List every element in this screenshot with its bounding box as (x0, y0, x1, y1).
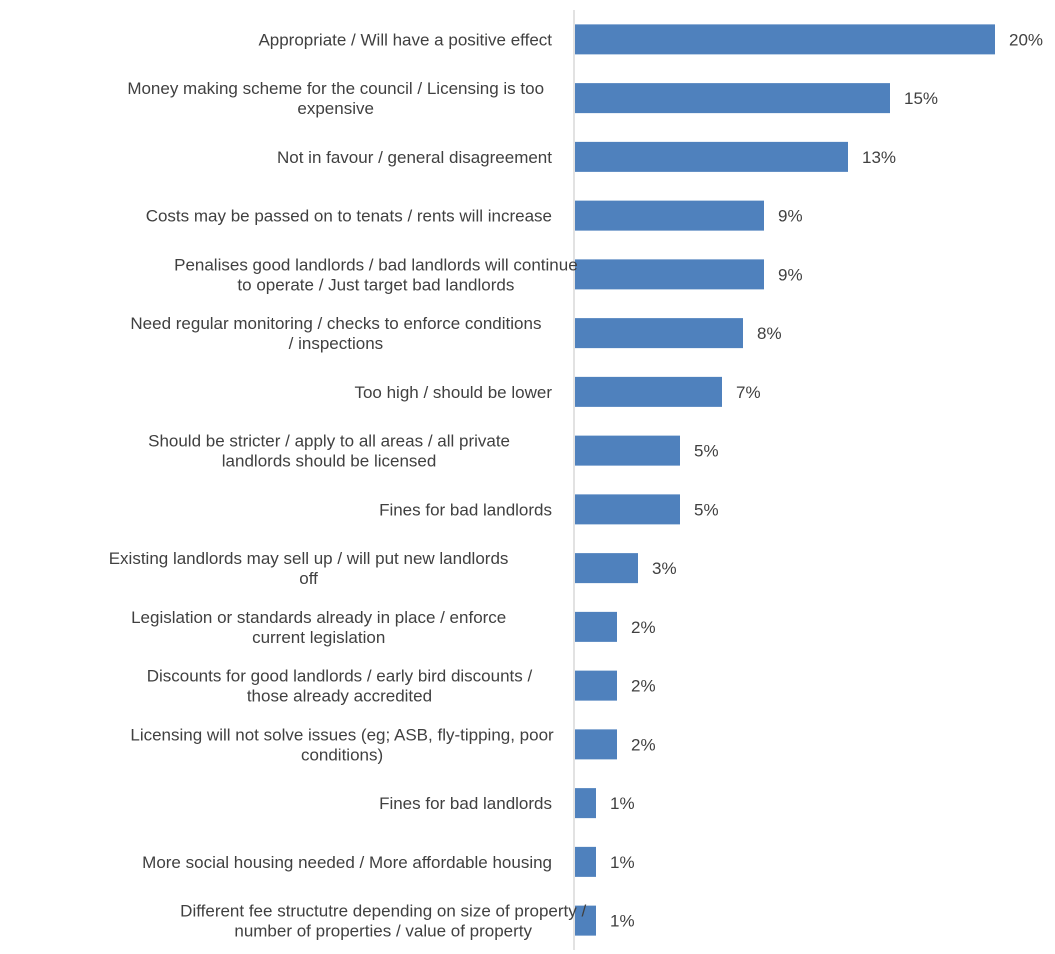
category-label: Should be stricter / apply to all areas … (148, 432, 510, 471)
category-label: Fines for bad landlords (379, 500, 552, 519)
value-label: 15% (904, 89, 938, 108)
value-label: 1% (610, 912, 635, 931)
category-label-line: those already accredited (247, 687, 432, 706)
category-label: Appropriate / Will have a positive effec… (258, 30, 552, 49)
bar (575, 553, 638, 584)
category-label: Money making scheme for the council / Li… (127, 79, 544, 118)
category-label-line: Fines for bad landlords (379, 500, 552, 519)
category-label-line: Need regular monitoring / checks to enfo… (130, 314, 541, 333)
bars-group (575, 24, 995, 936)
value-label: 7% (736, 383, 761, 402)
category-label-line: landlords should be licensed (222, 452, 437, 471)
value-label: 13% (862, 148, 896, 167)
category-label-line: off (299, 569, 318, 588)
bar (575, 846, 596, 877)
bar (575, 83, 890, 114)
category-label: Legislation or standards already in plac… (131, 608, 506, 647)
value-label: 2% (631, 618, 656, 637)
value-label: 8% (757, 324, 782, 343)
category-label: More social housing needed / More afford… (142, 853, 552, 872)
value-label: 1% (610, 794, 635, 813)
category-label: Need regular monitoring / checks to enfo… (130, 314, 541, 353)
category-label: Costs may be passed on to tenats / rents… (146, 207, 552, 226)
category-label-line: Not in favour / general disagreement (277, 148, 552, 167)
category-label-line: Legislation or standards already in plac… (131, 608, 506, 627)
category-label-line: to operate / Just target bad landlords (237, 275, 514, 294)
category-label-line: Discounts for good landlords / early bir… (147, 667, 533, 686)
bar (575, 729, 617, 760)
bar (575, 788, 596, 819)
bar (575, 611, 617, 642)
category-label-line: More social housing needed / More afford… (142, 853, 552, 872)
category-label-line: current legislation (252, 628, 385, 647)
category-label: Not in favour / general disagreement (277, 148, 552, 167)
category-label-line: Should be stricter / apply to all areas … (148, 432, 510, 451)
category-label: Existing landlords may sell up / will pu… (109, 549, 509, 588)
bar (575, 376, 722, 407)
category-label-line: Money making scheme for the council / Li… (127, 79, 544, 98)
value-label: 1% (610, 853, 635, 872)
bar (575, 318, 743, 349)
category-label: Too high / should be lower (354, 383, 552, 402)
category-label-line: Appropriate / Will have a positive effec… (258, 30, 552, 49)
bar (575, 670, 617, 701)
category-label: Licensing will not solve issues (eg; ASB… (130, 725, 554, 764)
category-label-line: Penalises good landlords / bad landlords… (174, 255, 578, 274)
value-label: 3% (652, 559, 677, 578)
value-label: 2% (631, 735, 656, 754)
value-label: 2% (631, 677, 656, 696)
bar (575, 905, 596, 936)
value-label: 20% (1009, 30, 1043, 49)
category-label-line: Existing landlords may sell up / will pu… (109, 549, 509, 568)
category-label-line: / inspections (289, 334, 384, 353)
bar (575, 494, 680, 525)
category-label-line: Fines for bad landlords (379, 794, 552, 813)
category-label-line: Different fee structutre depending on si… (180, 902, 586, 921)
category-label-line: Costs may be passed on to tenats / rents… (146, 207, 552, 226)
category-label-line: conditions) (301, 745, 383, 764)
category-label-line: expensive (297, 99, 374, 118)
category-label: Fines for bad landlords (379, 794, 552, 813)
value-labels-group: 20% 15% 13% 9% 9% 8% 7% 5% 5% 3% 2% 2% 2% 1% 1% 1% (610, 30, 1043, 930)
bar (575, 200, 764, 231)
bar (575, 24, 995, 55)
value-label: 5% (694, 500, 719, 519)
bar (575, 435, 680, 466)
category-label-line: Licensing will not solve issues (eg; ASB… (130, 725, 554, 744)
category-labels-group: Appropriate / Will have a positive effec… (109, 30, 587, 940)
category-label: Discounts for good landlords / early bir… (147, 667, 533, 706)
bar (575, 259, 764, 290)
category-label: Penalises good landlords / bad landlords… (174, 255, 578, 294)
category-label-line: Too high / should be lower (354, 383, 552, 402)
bar (575, 141, 848, 172)
value-label: 5% (694, 442, 719, 461)
value-label: 9% (778, 207, 803, 226)
value-label: 9% (778, 265, 803, 284)
category-label-line: number of properties / value of property (234, 922, 532, 941)
category-label: Different fee structutre depending on si… (180, 902, 586, 941)
